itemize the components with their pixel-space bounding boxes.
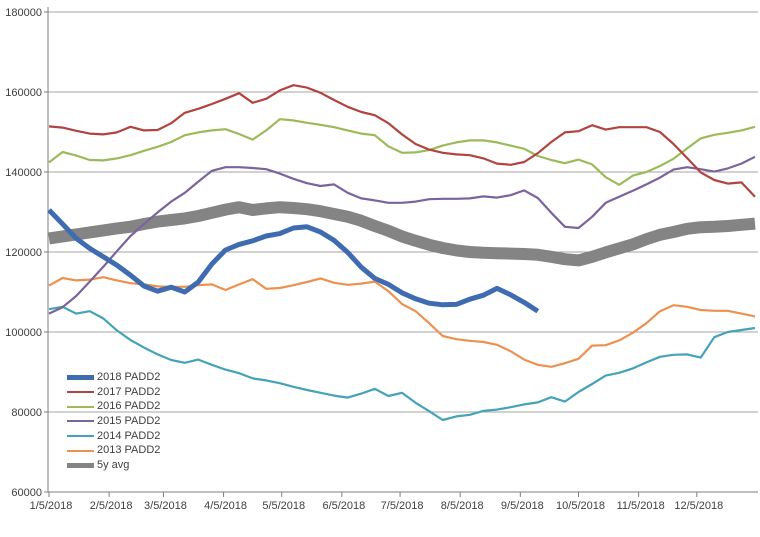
legend-item-5y-avg: 5y avg [67,458,160,473]
legend-label: 2017 PADD2 [97,385,161,398]
legend-swatch [67,435,94,438]
legend-item-2013-padd2: 2013 PADD2 [67,443,160,458]
legend-label: 2018 PADD2 [97,370,161,383]
x-axis-label: 5/5/2018 [262,500,305,512]
x-axis-label: 7/5/2018 [381,500,424,512]
legend-swatch [67,391,94,394]
legend-swatch [67,462,94,468]
legend-swatch [67,374,94,380]
series-line-2016-padd2 [48,118,756,186]
y-axis-label: 80000 [11,407,42,419]
legend-item-2018-padd2: 2018 PADD2 [67,370,160,385]
legend-label: 5y avg [97,458,130,471]
y-axis-label: 60000 [11,487,42,499]
y-axis-label: 120000 [5,247,42,259]
legend-item-2016-padd2: 2016 PADD2 [67,399,160,414]
series-line-5y-avg [48,201,756,267]
legend-swatch [67,405,94,408]
legend-label: 2015 PADD2 [97,414,161,427]
series-line-2018-padd2 [47,208,540,314]
x-axis-label: 3/5/2018 [144,500,187,512]
legend: 2018 PADD2 2017 PADD2 2016 PADD2 2015 PADD2… [67,370,160,473]
series-line-2015-padd2 [48,155,756,315]
x-axis-label: 9/5/2018 [501,500,544,512]
y-axis-label: 160000 [5,87,42,99]
x-axis-label: 4/5/2018 [204,500,247,512]
x-axis-label: 10/5/2018 [556,500,605,512]
legend-label: 2014 PADD2 [97,429,161,442]
legend-item-2015-padd2: 2015 PADD2 [67,414,160,429]
x-axis-label: 12/5/2018 [674,500,723,512]
y-axis-label: 100000 [5,327,42,339]
legend-swatch [67,449,94,452]
y-axis-label: 180000 [5,7,42,19]
x-axis-label: 8/5/2018 [441,500,484,512]
x-axis-label: 2/5/2018 [90,500,133,512]
legend-label: 2016 PADD2 [97,400,161,413]
series-line-2014-padd2 [48,305,756,422]
x-axis-label: 1/5/2018 [30,500,73,512]
legend-swatch [67,420,94,423]
x-axis-label: 6/5/2018 [322,500,365,512]
y-axis-label: 140000 [5,167,42,179]
legend-label: 2013 PADD2 [97,444,161,457]
series-line-2017-padd2 [48,84,756,198]
x-axis-label: 11/5/2018 [617,500,665,512]
legend-item-2014-padd2: 2014 PADD2 [67,429,160,444]
legend-item-2017-padd2: 2017 PADD2 [67,385,160,400]
